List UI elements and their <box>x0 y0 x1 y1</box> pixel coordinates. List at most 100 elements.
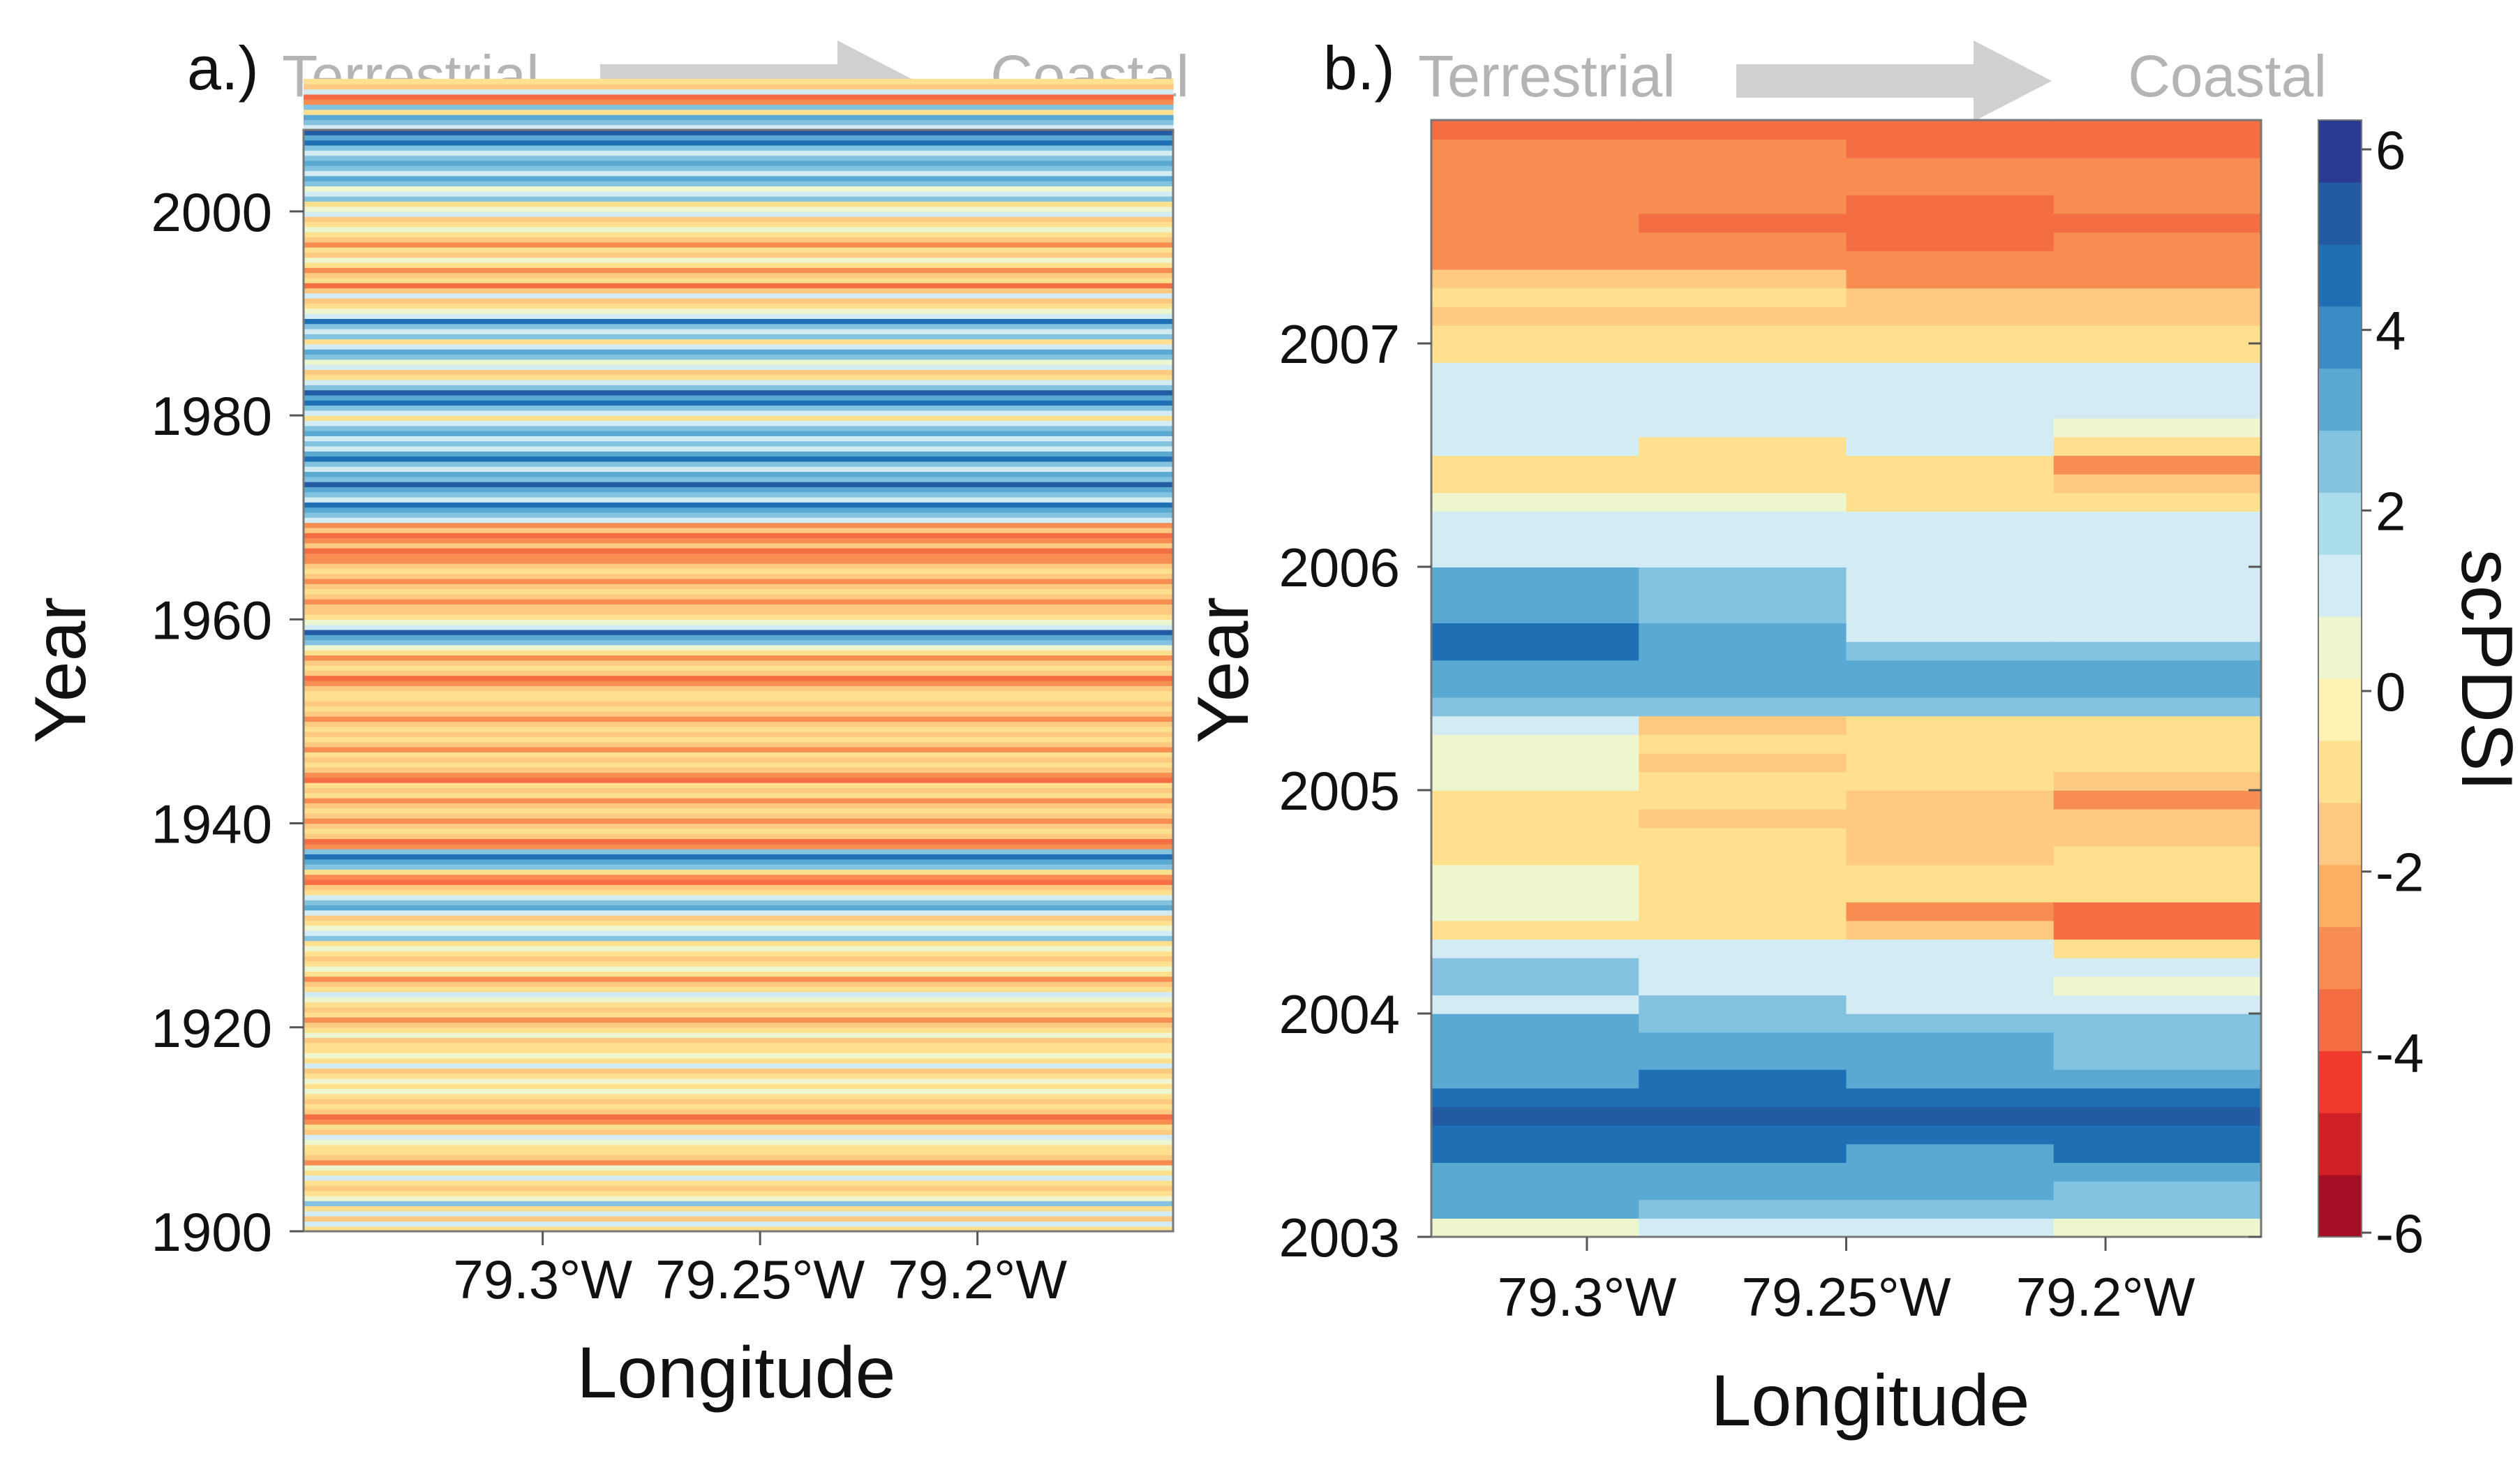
panel-b-xlabel: Longitude <box>1711 1360 2030 1441</box>
heatmap-cell <box>304 757 522 763</box>
heatmap-cell <box>521 588 739 595</box>
heatmap-cell <box>521 124 739 131</box>
colorbar-swatch <box>2318 120 2362 183</box>
heatmap-cell <box>2053 567 2262 586</box>
heatmap-cell <box>1846 1143 2055 1163</box>
heatmap-cell <box>955 451 1174 457</box>
heatmap-cell <box>738 318 957 325</box>
heatmap-cell <box>304 405 522 411</box>
heatmap-cell <box>955 313 1174 319</box>
heatmap-cell <box>304 1057 522 1064</box>
heatmap-cell <box>521 558 739 564</box>
heatmap-cell <box>1639 771 1847 791</box>
x-tick-label: 79.3°W <box>453 1249 632 1310</box>
heatmap-cell <box>1639 697 1847 717</box>
heatmap-cell <box>521 971 739 977</box>
heatmap-cell <box>304 650 522 656</box>
heatmap-cell <box>955 99 1174 105</box>
heatmap-cell <box>304 874 522 880</box>
heatmap-cell <box>738 84 957 90</box>
heatmap-cell <box>1639 436 1847 456</box>
heatmap-cell <box>521 369 739 376</box>
heatmap-cell <box>521 690 739 697</box>
heatmap-cell <box>955 221 1174 228</box>
colorbar-swatch <box>2318 1175 2362 1238</box>
heatmap-cell <box>304 701 522 707</box>
heatmap-cell <box>521 1042 739 1048</box>
heatmap-cell <box>955 869 1174 875</box>
heatmap-cell <box>738 833 957 840</box>
heatmap-cell <box>1431 808 1639 829</box>
heatmap-cell <box>1431 641 1639 661</box>
heatmap-cell <box>955 1170 1174 1176</box>
heatmap-cell <box>1431 1181 1639 1201</box>
heatmap-cell <box>304 951 522 957</box>
heatmap-cell <box>738 996 957 1002</box>
heatmap-cell <box>1639 1014 1847 1033</box>
heatmap-cell <box>1431 752 1639 773</box>
heatmap-cell <box>1431 902 1639 921</box>
heatmap-cell <box>2053 771 2262 791</box>
heatmap-cell <box>955 78 1174 84</box>
heatmap-cell <box>738 553 957 559</box>
heatmap-cell <box>521 1201 739 1207</box>
heatmap-cell <box>738 726 957 732</box>
heatmap-cell <box>521 1037 739 1044</box>
colorbar-swatch <box>2318 678 2362 741</box>
heatmap-cell <box>738 502 957 508</box>
heatmap-cell <box>955 624 1174 630</box>
heatmap-cell <box>521 339 739 345</box>
heatmap-cell <box>738 685 957 692</box>
heatmap-cell <box>955 471 1174 477</box>
heatmap-cell <box>304 170 522 177</box>
heatmap-cell <box>304 221 522 228</box>
heatmap-cell <box>738 272 957 279</box>
heatmap-cell <box>738 1170 957 1176</box>
heatmap-cell <box>2053 734 2262 754</box>
heatmap-cell <box>738 308 957 314</box>
colorbar-swatch <box>2318 1050 2362 1113</box>
heatmap-cell <box>955 181 1174 186</box>
heatmap-cell <box>1431 939 1639 958</box>
heatmap-cell <box>738 369 957 376</box>
heatmap-cell <box>521 695 739 701</box>
heatmap-cell <box>2053 1218 2262 1238</box>
heatmap-cell <box>955 1113 1174 1120</box>
heatmap-cell <box>521 986 739 993</box>
heatmap-cell <box>738 869 957 875</box>
heatmap-cell <box>304 425 522 431</box>
panel-b-coastal-label: Coastal <box>2128 43 2327 109</box>
heatmap-cell <box>738 900 957 906</box>
heatmap-cell <box>521 925 739 931</box>
heatmap-cell <box>521 1083 739 1090</box>
heatmap-cell <box>955 1165 1174 1171</box>
colorbar-swatch <box>2318 181 2362 245</box>
heatmap-cell <box>738 1073 957 1079</box>
heatmap-cell <box>738 1093 957 1099</box>
x-tick-label: 79.25°W <box>655 1249 865 1310</box>
heatmap-cell <box>738 660 957 666</box>
heatmap-cell <box>521 584 739 590</box>
heatmap-cell <box>955 170 1174 177</box>
heatmap-cell <box>304 553 522 559</box>
heatmap-cell <box>1846 976 2055 996</box>
heatmap-cell <box>521 1190 739 1196</box>
heatmap-cell <box>1639 734 1847 754</box>
heatmap-cell <box>1846 790 2055 810</box>
heatmap-cell <box>521 415 739 422</box>
heatmap-cell <box>304 140 522 146</box>
heatmap-cell <box>521 349 739 355</box>
heatmap-cell <box>738 104 957 110</box>
heatmap-cell <box>1639 1087 1847 1108</box>
heatmap-cell <box>1431 251 1639 270</box>
heatmap-cell <box>1846 864 2055 884</box>
heatmap-cell <box>304 1134 522 1141</box>
heatmap-cell <box>1639 976 1847 996</box>
heatmap-cell <box>955 226 1174 232</box>
heatmap-cell <box>521 1048 739 1053</box>
heatmap-cell <box>304 741 522 748</box>
heatmap-cell <box>521 716 739 722</box>
heatmap-cell <box>1431 474 1639 493</box>
heatmap-cell <box>2053 976 2262 996</box>
heatmap-cell <box>955 522 1174 528</box>
